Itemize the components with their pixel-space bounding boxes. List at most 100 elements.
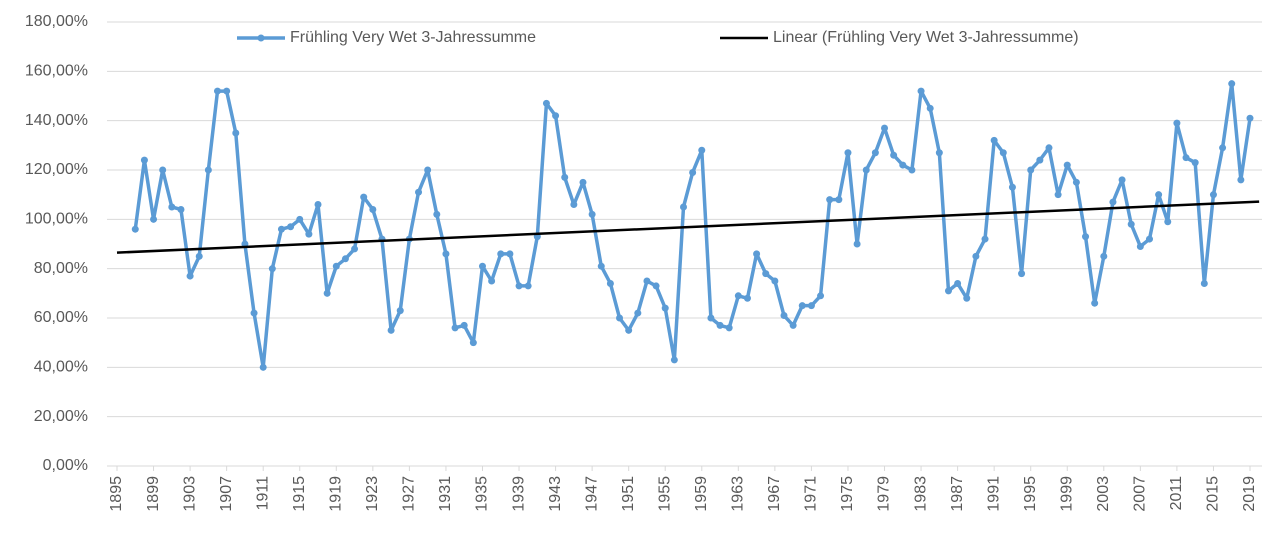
data-point	[798, 302, 806, 310]
data-point	[762, 270, 770, 278]
y-tick-label: 120,00%	[25, 161, 88, 178]
y-tick-label: 180,00%	[25, 13, 88, 30]
data-point	[771, 277, 779, 285]
x-tick-label: 1955	[656, 476, 673, 512]
data-point	[415, 188, 423, 196]
data-point	[734, 292, 742, 300]
legend-label: Linear (Frühling Very Wet 3-Jahressumme)	[773, 29, 1079, 46]
x-tick-label: 1971	[803, 476, 820, 512]
data-point	[981, 235, 989, 243]
x-tick-label: 1899	[145, 476, 162, 512]
data-point	[789, 321, 797, 329]
trend-line	[116, 200, 1260, 254]
data-point	[332, 262, 340, 270]
data-point	[442, 250, 450, 258]
data-point	[1082, 233, 1090, 241]
data-point	[186, 272, 194, 280]
data-point	[972, 252, 980, 260]
data-point	[305, 230, 313, 238]
data-point	[1036, 156, 1044, 164]
y-tick-label: 60,00%	[34, 309, 88, 326]
data-point	[195, 252, 203, 260]
data-point	[552, 112, 560, 120]
data-point	[460, 321, 468, 329]
x-tick-label: 1915	[291, 476, 308, 512]
data-point	[433, 210, 441, 218]
data-point	[881, 124, 889, 132]
data-point	[506, 250, 514, 258]
data-point	[616, 314, 624, 322]
y-tick-label: 160,00%	[25, 63, 88, 80]
data-point	[826, 196, 834, 204]
x-tick-label: 1923	[364, 476, 381, 512]
data-point	[1228, 80, 1236, 88]
data-point	[1045, 144, 1053, 152]
x-tick-label: 1983	[912, 476, 929, 512]
data-point	[287, 223, 295, 231]
data-point	[908, 166, 916, 174]
y-tick-label: 140,00%	[25, 112, 88, 129]
data-point	[698, 146, 706, 154]
data-point	[588, 210, 596, 218]
data-point	[661, 304, 669, 312]
data-point	[488, 277, 496, 285]
x-tick-label: 1903	[181, 476, 198, 512]
data-point	[807, 302, 815, 310]
x-tick-label: 1987	[949, 476, 966, 512]
data-point	[890, 151, 898, 159]
x-tick-label: 2015	[1205, 476, 1222, 512]
data-point	[1018, 270, 1026, 278]
data-point	[1109, 198, 1117, 206]
data-point	[643, 277, 651, 285]
data-point	[314, 201, 322, 209]
x-tick-label: 2011	[1168, 476, 1185, 511]
data-point	[634, 309, 642, 317]
legend-label: Frühling Very Wet 3-Jahressumme	[290, 29, 536, 46]
data-point	[680, 203, 687, 211]
data-point	[780, 312, 788, 320]
data-point	[232, 129, 240, 137]
data-point	[451, 324, 459, 332]
data-point	[570, 201, 578, 209]
data-point	[835, 196, 843, 204]
data-point	[725, 324, 733, 332]
data-point	[424, 166, 432, 174]
data-point	[469, 339, 477, 347]
data-point	[1091, 299, 1099, 307]
x-tick-label: 2019	[1241, 476, 1258, 512]
data-point	[926, 104, 934, 112]
data-point	[944, 287, 952, 295]
data-point	[1118, 176, 1126, 184]
x-tick-label: 1895	[108, 476, 125, 512]
x-tick-label: 1991	[985, 476, 1002, 512]
x-tick-label: 1967	[766, 476, 783, 512]
data-point	[561, 173, 569, 181]
legend-marker	[257, 34, 265, 42]
x-tick-label: 1907	[218, 476, 235, 512]
x-tick-label: 1939	[510, 476, 527, 512]
data-point	[707, 314, 715, 322]
data-point	[177, 205, 185, 213]
y-tick-label: 100,00%	[25, 211, 88, 228]
data-point	[1209, 191, 1217, 199]
data-point	[387, 326, 395, 334]
x-tick-label: 1927	[401, 476, 418, 512]
data-point	[250, 309, 258, 317]
data-point	[689, 168, 697, 176]
data-point	[844, 149, 852, 157]
data-line	[133, 81, 1252, 370]
data-point	[1155, 191, 1163, 199]
x-tick-label: 1959	[693, 476, 710, 512]
data-point	[862, 166, 870, 174]
data-point	[1219, 144, 1227, 152]
data-point	[1145, 235, 1153, 243]
data-point	[478, 262, 486, 270]
data-point	[259, 363, 267, 371]
data-point	[515, 282, 523, 290]
data-point	[1237, 176, 1245, 184]
data-point	[277, 225, 285, 233]
data-point	[223, 87, 231, 95]
data-point	[396, 307, 404, 315]
x-tick-label: 1995	[1022, 476, 1039, 512]
